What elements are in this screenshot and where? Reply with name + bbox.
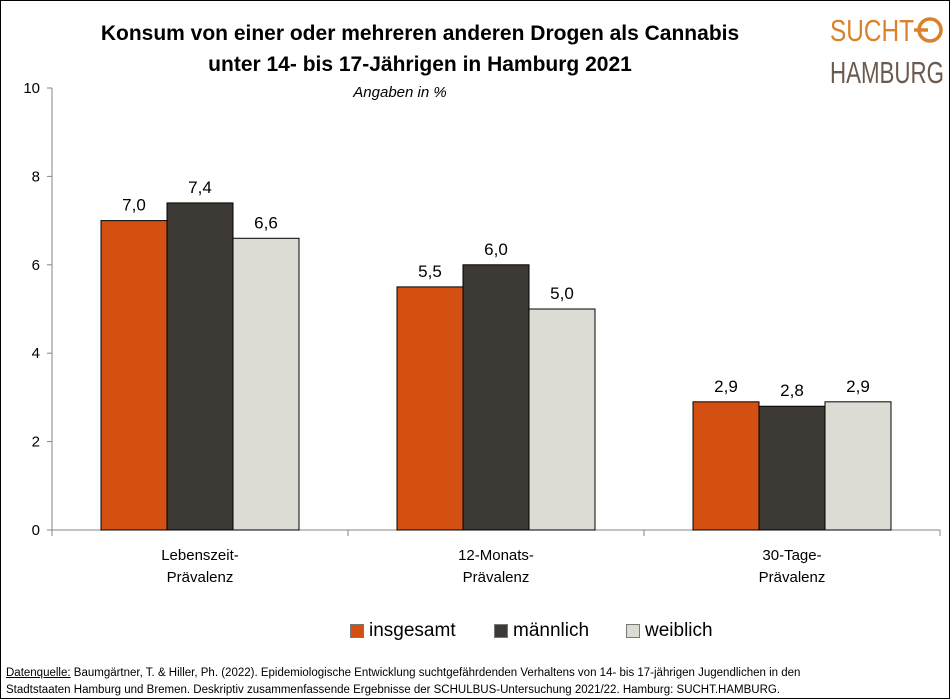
bar-männlich-2 (758, 405, 826, 531)
source-note: Datenquelle: Baumgärtner, T. & Hiller, P… (6, 665, 906, 699)
logo-text-sucht: SUCHT (830, 13, 914, 48)
bar-chart: 0 2 4 6 8 10 7,0 7,4 6,6 Lebenszeit- Prävalenz 5,5… (23, 80, 941, 586)
logo-text-hamburg: HAMBURG (830, 55, 944, 90)
legend-label: insgesamt (369, 620, 456, 641)
y-tick-label: 10 (23, 80, 40, 97)
x-category-label: Prävalenz (167, 569, 234, 586)
chart-bars (100, 202, 892, 531)
data-label: 7,4 (188, 178, 212, 197)
x-category-label: 30-Tage- (762, 547, 821, 564)
legend-swatch (494, 624, 508, 638)
bar-weiblich-2 (824, 401, 892, 531)
data-label: 2,9 (846, 377, 870, 396)
y-tick-label: 2 (32, 434, 40, 451)
legend-item-insgesamt: insgesamt (350, 620, 456, 642)
bar-insgesamt-1 (396, 286, 464, 531)
data-label: 5,5 (418, 262, 442, 281)
data-label: 6,0 (484, 240, 508, 259)
source-label: Datenquelle: (6, 667, 71, 679)
logo-circle-icon (914, 17, 943, 43)
chart-subtitle: Angaben in % (353, 84, 447, 101)
chart-labels: 7,0 7,4 6,6 Lebenszeit- Prävalenz 5,5 6,0 5,0 12… (122, 178, 870, 586)
x-category-label: 12-Monats- (458, 547, 534, 564)
y-tick-label: 4 (32, 345, 40, 362)
x-category-label: Prävalenz (759, 569, 826, 586)
legend-label: männlich (513, 620, 590, 641)
chart-title-line1: Konsum von einer oder mehreren anderen D… (100, 22, 740, 45)
y-tick-label: 0 (32, 522, 40, 539)
bar-männlich-0 (166, 202, 234, 531)
chart-legend: insgesamt männlich weiblich (0, 620, 950, 646)
sucht-hamburg-logo: SUCHT HAMBURG (830, 13, 944, 90)
legend-swatch (626, 624, 640, 638)
data-label: 7,0 (122, 196, 146, 215)
legend-item-weiblich: weiblich (626, 620, 713, 642)
source-text-line2: Stadtstaaten Hamburg und Bremen. Deskrip… (6, 684, 781, 696)
x-category-label: Prävalenz (463, 569, 530, 586)
data-label: 2,8 (780, 381, 804, 400)
bar-insgesamt-0 (100, 220, 168, 531)
bar-männlich-1 (462, 264, 530, 531)
legend-item-männlich: männlich (494, 620, 589, 642)
legend-swatch (350, 624, 364, 638)
bar-weiblich-1 (528, 308, 596, 531)
bar-insgesamt-2 (692, 401, 760, 531)
y-tick-label: 6 (32, 257, 40, 274)
source-text-line1: Baumgärtner, T. & Hiller, Ph. (2022). Ep… (70, 667, 801, 679)
x-category-label: Lebenszeit- (161, 547, 239, 564)
legend-label: weiblich (645, 620, 713, 641)
data-label: 5,0 (550, 284, 574, 303)
chart-title: Konsum von einer oder mehreren anderen D… (40, 18, 800, 80)
data-label: 2,9 (714, 377, 738, 396)
data-label: 6,6 (254, 213, 278, 232)
bar-weiblich-0 (232, 237, 300, 531)
chart-title-line2: unter 14- bis 17-Jährigen in Hamburg 202… (208, 53, 632, 76)
y-tick-label: 8 (32, 168, 40, 185)
